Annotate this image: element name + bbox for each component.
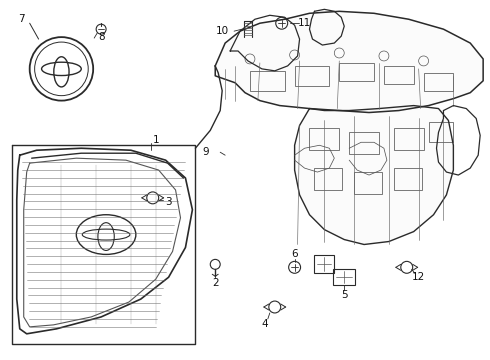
Text: 5: 5	[341, 290, 347, 300]
Polygon shape	[215, 11, 483, 113]
Bar	[424, 73, 453, 91]
Bar	[354, 172, 382, 194]
Bar	[315, 168, 342, 190]
Bar	[394, 168, 421, 190]
Text: 4: 4	[262, 319, 268, 329]
Text: 12: 12	[412, 272, 425, 282]
Text: 9: 9	[202, 147, 209, 157]
Text: 1: 1	[152, 135, 159, 145]
Bar	[294, 66, 329, 86]
Polygon shape	[294, 105, 453, 244]
Bar	[333, 269, 355, 285]
Text: 8: 8	[98, 32, 104, 42]
Text: 7: 7	[19, 14, 25, 24]
Bar	[384, 66, 414, 84]
Bar	[250, 71, 285, 91]
Bar	[429, 122, 453, 142]
Text: 11: 11	[298, 18, 311, 28]
Bar	[310, 129, 339, 150]
Bar	[394, 129, 424, 150]
Text: 2: 2	[212, 278, 219, 288]
Bar	[315, 255, 334, 273]
Text: 10: 10	[216, 26, 229, 36]
Bar	[339, 63, 374, 81]
Text: 3: 3	[165, 197, 172, 207]
Bar	[349, 132, 379, 154]
Text: 6: 6	[291, 249, 298, 260]
